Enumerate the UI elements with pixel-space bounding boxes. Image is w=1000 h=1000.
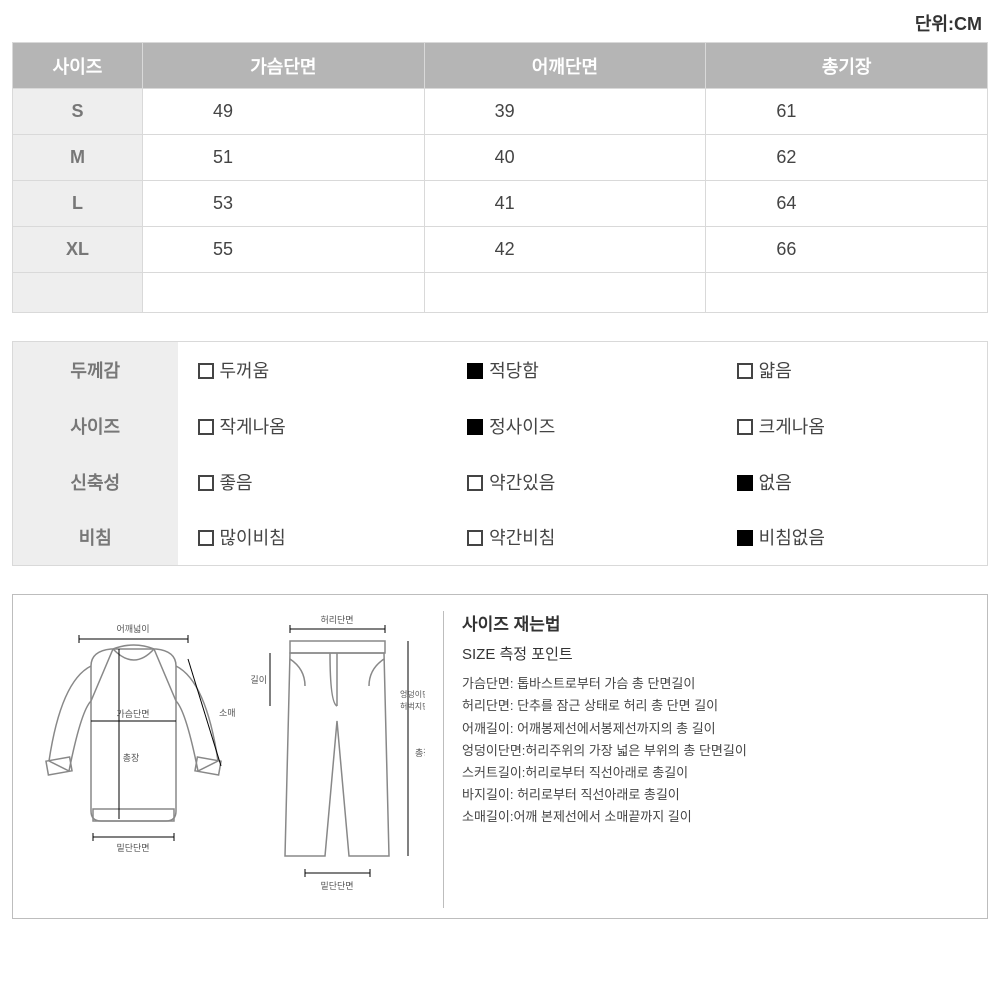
value-cell: 53: [143, 181, 425, 227]
attr-option: 작게나옴: [178, 398, 448, 454]
attr-option-text: 약간비침: [489, 528, 555, 548]
guide-title-1: 사이즈 재는법: [462, 611, 969, 640]
attr-option-text: 얇음: [759, 361, 792, 381]
guide-line: 허리단면: 단추를 잠근 상태로 허리 총 단면 길이: [462, 695, 969, 717]
attr-label: 두께감: [13, 342, 178, 398]
attr-option-text: 비침없음: [759, 528, 825, 548]
value-cell: 41: [424, 181, 706, 227]
table-row: L534164: [13, 181, 988, 227]
attr-option: 약간있음: [447, 454, 717, 510]
attr-option: 비침없음: [717, 510, 988, 566]
pants-diagram: 허리단면 밑위길이 엉덩이단면 허벅지단면 총장 밑단단면: [250, 611, 425, 901]
value-cell: 39: [424, 89, 706, 135]
table-row: S493961: [13, 89, 988, 135]
checkbox-empty-icon: [198, 363, 214, 379]
col-shoulder: 어깨단면: [424, 43, 706, 89]
value-cell: 66: [706, 227, 988, 273]
attr-option-text: 작게나옴: [220, 417, 286, 437]
attr-option: 크게나옴: [717, 398, 988, 454]
guide-title-2: SIZE 측정 포인트: [462, 642, 969, 668]
guide-line: 스커트길이:허리로부터 직선아래로 총길이: [462, 762, 969, 784]
checkbox-filled-icon: [467, 363, 483, 379]
checkbox-filled-icon: [467, 419, 483, 435]
size-guide-box: 어깨넓이 가슴단면 총장 소매길이 밑단단면: [12, 594, 988, 919]
label-hip2: 허벅지단면: [400, 701, 425, 711]
attr-row: 신축성 좋음 약간있음 없음: [13, 454, 988, 510]
attr-label: 신축성: [13, 454, 178, 510]
size-table: 사이즈 가슴단면 어깨단면 총기장 S493961M514062L534164X…: [12, 42, 988, 313]
guide-line: 가슴단면: 톱바스트로부터 가슴 총 단면길이: [462, 673, 969, 695]
value-cell: 40: [424, 135, 706, 181]
col-chest: 가슴단면: [143, 43, 425, 89]
attr-option: 없음: [717, 454, 988, 510]
value-cell: 62: [706, 135, 988, 181]
shirt-diagram: 어깨넓이 가슴단면 총장 소매길이 밑단단면: [31, 611, 236, 881]
label-total: 총장: [123, 753, 140, 763]
checkbox-empty-icon: [467, 475, 483, 491]
value-cell: 55: [143, 227, 425, 273]
checkbox-empty-icon: [198, 475, 214, 491]
attributes-table: 두께감 두꺼움 적당함 얇음사이즈 작게나옴 정사이즈 크게나옴신축성 좋음 약간있음 없음비침 많…: [12, 341, 988, 566]
checkbox-filled-icon: [737, 475, 753, 491]
value-cell: 42: [424, 227, 706, 273]
checkbox-empty-icon: [737, 363, 753, 379]
label-sleeve: 소매길이: [219, 708, 236, 718]
attr-label: 사이즈: [13, 398, 178, 454]
table-row: XL554266: [13, 227, 988, 273]
attr-option: 얇음: [717, 342, 988, 398]
unit-label: 단위:CM: [12, 10, 988, 36]
label-pants-hem: 밑단단면: [320, 880, 353, 891]
attr-option-text: 많이비침: [220, 528, 286, 548]
label-hip1: 엉덩이단면: [400, 689, 425, 699]
attr-label: 비침: [13, 510, 178, 566]
value-cell: 64: [706, 181, 988, 227]
col-size: 사이즈: [13, 43, 143, 89]
table-row: M514062: [13, 135, 988, 181]
size-cell: S: [13, 89, 143, 135]
size-table-header-row: 사이즈 가슴단면 어깨단면 총기장: [13, 43, 988, 89]
checkbox-empty-icon: [737, 419, 753, 435]
label-pants-total: 총장: [415, 748, 425, 758]
guide-text: 사이즈 재는법 SIZE 측정 포인트 가슴단면: 톱바스트로부터 가슴 총 단…: [462, 611, 969, 908]
attr-option: 좋음: [178, 454, 448, 510]
attr-option-text: 적당함: [489, 361, 539, 381]
label-hem: 밑단단면: [116, 842, 149, 853]
checkbox-filled-icon: [737, 530, 753, 546]
attr-option: 적당함: [447, 342, 717, 398]
col-length: 총기장: [706, 43, 988, 89]
attr-option-text: 정사이즈: [489, 417, 555, 437]
size-cell: M: [13, 135, 143, 181]
attr-option: 정사이즈: [447, 398, 717, 454]
attr-option-text: 없음: [759, 473, 792, 493]
value-cell: 61: [706, 89, 988, 135]
label-thigh: 밑위길이: [250, 674, 267, 685]
size-cell: XL: [13, 227, 143, 273]
attr-option: 약간비침: [447, 510, 717, 566]
checkbox-empty-icon: [467, 530, 483, 546]
attr-row: 사이즈 작게나옴 정사이즈 크게나옴: [13, 398, 988, 454]
checkbox-empty-icon: [198, 530, 214, 546]
value-cell: 51: [143, 135, 425, 181]
label-waist: 허리단면: [320, 615, 353, 625]
guide-line: 어깨길이: 어깨봉제선에서봉제선까지의 총 길이: [462, 718, 969, 740]
attr-option-text: 크게나옴: [759, 417, 825, 437]
attr-option: 많이비침: [178, 510, 448, 566]
attr-option-text: 두꺼움: [220, 361, 270, 381]
attr-option-text: 좋음: [220, 473, 253, 493]
guide-line: 바지길이: 허리로부터 직선아래로 총길이: [462, 784, 969, 806]
guide-diagrams: 어깨넓이 가슴단면 총장 소매길이 밑단단면: [31, 611, 444, 908]
label-chest: 가슴단면: [116, 709, 149, 719]
guide-line: 엉덩이단면:허리주위의 가장 넓은 부위의 총 단면길이: [462, 740, 969, 762]
label-shoulder: 어깨넓이: [116, 623, 149, 634]
table-row-empty: [13, 273, 988, 313]
attr-row: 비침 많이비침 약간비침 비침없음: [13, 510, 988, 566]
value-cell: 49: [143, 89, 425, 135]
attr-option: 두꺼움: [178, 342, 448, 398]
attr-row: 두께감 두꺼움 적당함 얇음: [13, 342, 988, 398]
size-cell: L: [13, 181, 143, 227]
attr-option-text: 약간있음: [489, 473, 555, 493]
checkbox-empty-icon: [198, 419, 214, 435]
guide-line: 소매길이:어깨 본제선에서 소매끝까지 길이: [462, 806, 969, 828]
